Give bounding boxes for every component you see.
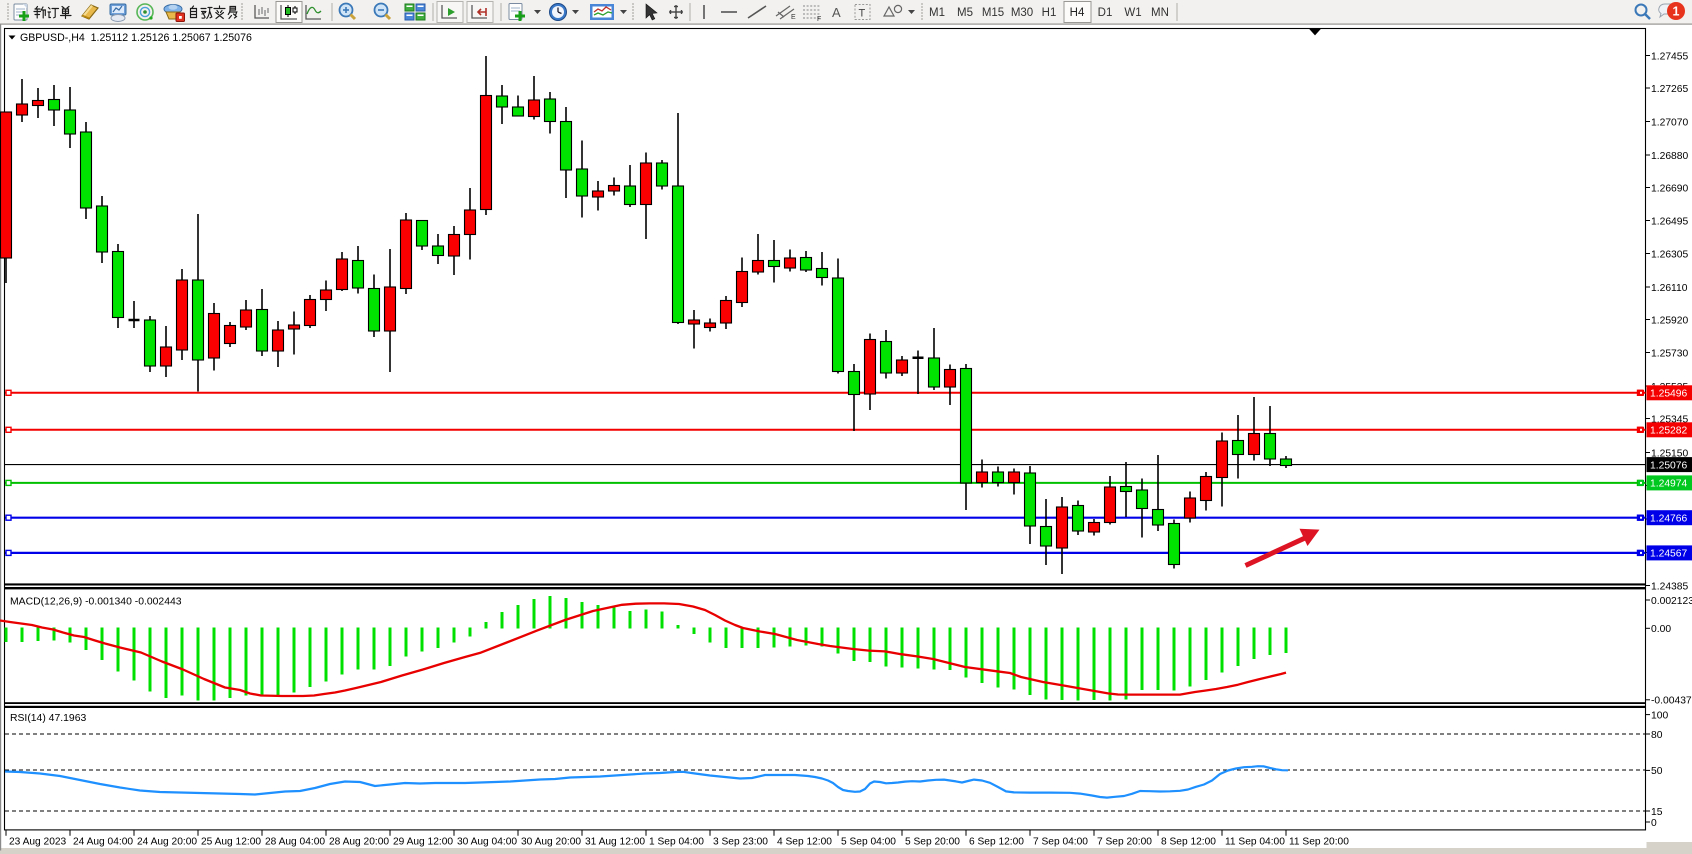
svg-text:7 Sep 20:00: 7 Sep 20:00 [1097,837,1152,848]
svg-text:100: 100 [1651,710,1668,721]
svg-text:80: 80 [1651,730,1663,741]
svg-text:23 Aug 2023: 23 Aug 2023 [9,837,67,848]
svg-text:MN: MN [1151,7,1169,19]
svg-text:-0.004378: -0.004378 [1651,696,1692,707]
svg-text:1.24766: 1.24766 [1650,514,1687,525]
svg-text:30 Aug 20:00: 30 Aug 20:00 [521,837,581,848]
svg-text:1.24567: 1.24567 [1650,549,1687,560]
svg-text:29 Aug 12:00: 29 Aug 12:00 [393,837,453,848]
svg-text:1.26880: 1.26880 [1651,151,1688,162]
svg-text:GBPUSD-,H4 1.25112 1.25126 1.: GBPUSD-,H4 1.25112 1.25126 1.25067 1.250… [20,32,252,44]
svg-text:7 Sep 04:00: 7 Sep 04:00 [1033,837,1088,848]
svg-text:24 Aug 20:00: 24 Aug 20:00 [137,837,197,848]
svg-text:6 Sep 12:00: 6 Sep 12:00 [969,837,1024,848]
svg-text:1.25076: 1.25076 [1650,460,1687,471]
svg-text:1.24385: 1.24385 [1651,581,1688,592]
svg-text:1.25730: 1.25730 [1651,348,1688,359]
svg-text:1.25920: 1.25920 [1651,315,1688,326]
svg-text:1.26495: 1.26495 [1651,216,1688,227]
svg-text:0.00: 0.00 [1651,624,1671,635]
svg-text:1.26305: 1.26305 [1651,249,1688,260]
svg-text:1.26690: 1.26690 [1651,183,1688,194]
svg-text:31 Aug 12:00: 31 Aug 12:00 [585,837,645,848]
svg-text:H4: H4 [1070,7,1085,19]
svg-text:1.25345: 1.25345 [1651,414,1688,425]
svg-text:1.27265: 1.27265 [1651,84,1688,95]
svg-text:1.27070: 1.27070 [1651,117,1688,128]
svg-text:H1: H1 [1042,7,1057,19]
svg-text:M15: M15 [982,7,1004,19]
svg-text:11 Sep 04:00: 11 Sep 04:00 [1225,837,1285,848]
svg-text:1.26110: 1.26110 [1651,283,1688,294]
svg-text:1: 1 [1673,5,1680,19]
svg-text:RSI(14) 47.1963: RSI(14) 47.1963 [10,713,86,724]
svg-text:0.002123: 0.002123 [1651,596,1692,607]
svg-text:3 Sep 23:00: 3 Sep 23:00 [713,837,768,848]
svg-text:M1: M1 [929,7,945,19]
svg-text:11 Sep 20:00: 11 Sep 20:00 [1289,837,1349,848]
svg-text:15: 15 [1651,807,1663,818]
svg-text:28 Aug 20:00: 28 Aug 20:00 [329,837,389,848]
svg-text:25 Aug 12:00: 25 Aug 12:00 [201,837,261,848]
svg-text:D1: D1 [1098,7,1113,19]
svg-text:1.24974: 1.24974 [1650,479,1687,490]
svg-text:1.25496: 1.25496 [1650,389,1687,400]
svg-text:1.25282: 1.25282 [1650,426,1687,437]
svg-text:E: E [791,14,796,21]
svg-text:M30: M30 [1011,7,1033,19]
svg-text:M5: M5 [957,7,973,19]
svg-text:28 Aug 04:00: 28 Aug 04:00 [265,837,325,848]
svg-text:1 Sep 04:00: 1 Sep 04:00 [649,837,704,848]
svg-text:8 Sep 12:00: 8 Sep 12:00 [1161,837,1216,848]
svg-text:F: F [817,16,821,23]
svg-text:4 Sep 12:00: 4 Sep 12:00 [777,837,832,848]
svg-text:50: 50 [1651,766,1663,777]
svg-text:5 Sep 04:00: 5 Sep 04:00 [841,837,896,848]
svg-text:5 Sep 20:00: 5 Sep 20:00 [905,837,960,848]
svg-text:0: 0 [1651,818,1657,829]
svg-text:1.25150: 1.25150 [1651,448,1688,459]
svg-text:24 Aug 04:00: 24 Aug 04:00 [73,837,133,848]
svg-text:A: A [832,5,841,20]
svg-text:1.27455: 1.27455 [1651,51,1688,62]
svg-text:T: T [859,8,866,20]
svg-text:MACD(12,26,9) -0.001340 -0.002: MACD(12,26,9) -0.001340 -0.002443 [10,596,182,607]
svg-text:W1: W1 [1124,7,1141,19]
svg-text:30 Aug 04:00: 30 Aug 04:00 [457,837,517,848]
